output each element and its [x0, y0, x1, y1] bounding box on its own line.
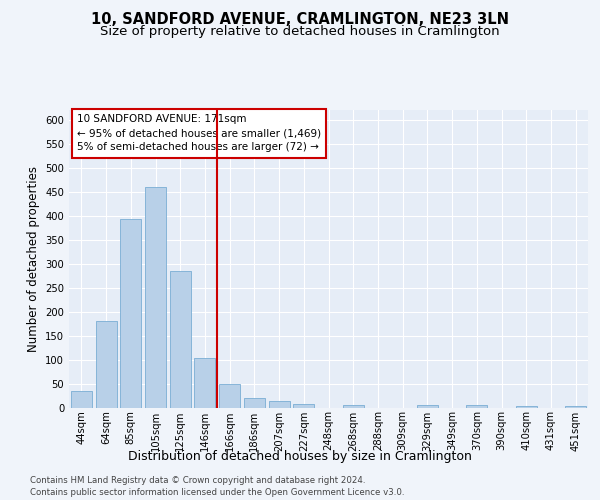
Text: Distribution of detached houses by size in Cramlington: Distribution of detached houses by size … — [128, 450, 472, 463]
Bar — [565, 406, 586, 407]
Bar — [516, 406, 537, 407]
Bar — [343, 405, 364, 407]
Bar — [269, 401, 290, 407]
Text: 10, SANDFORD AVENUE, CRAMLINGTON, NE23 3LN: 10, SANDFORD AVENUE, CRAMLINGTON, NE23 3… — [91, 12, 509, 28]
Bar — [145, 187, 166, 408]
Bar — [71, 390, 92, 407]
Bar — [244, 398, 265, 407]
Bar — [466, 405, 487, 407]
Text: Contains HM Land Registry data © Crown copyright and database right 2024.: Contains HM Land Registry data © Crown c… — [30, 476, 365, 485]
Text: 10 SANDFORD AVENUE: 171sqm
← 95% of detached houses are smaller (1,469)
5% of se: 10 SANDFORD AVENUE: 171sqm ← 95% of deta… — [77, 114, 321, 152]
Bar — [194, 358, 215, 408]
Bar — [417, 405, 438, 407]
Bar — [219, 384, 240, 407]
Bar — [95, 321, 116, 408]
Bar — [170, 270, 191, 407]
Bar — [120, 219, 141, 408]
Y-axis label: Number of detached properties: Number of detached properties — [26, 166, 40, 352]
Text: Contains public sector information licensed under the Open Government Licence v3: Contains public sector information licen… — [30, 488, 404, 497]
Text: Size of property relative to detached houses in Cramlington: Size of property relative to detached ho… — [100, 25, 500, 38]
Bar — [293, 404, 314, 407]
